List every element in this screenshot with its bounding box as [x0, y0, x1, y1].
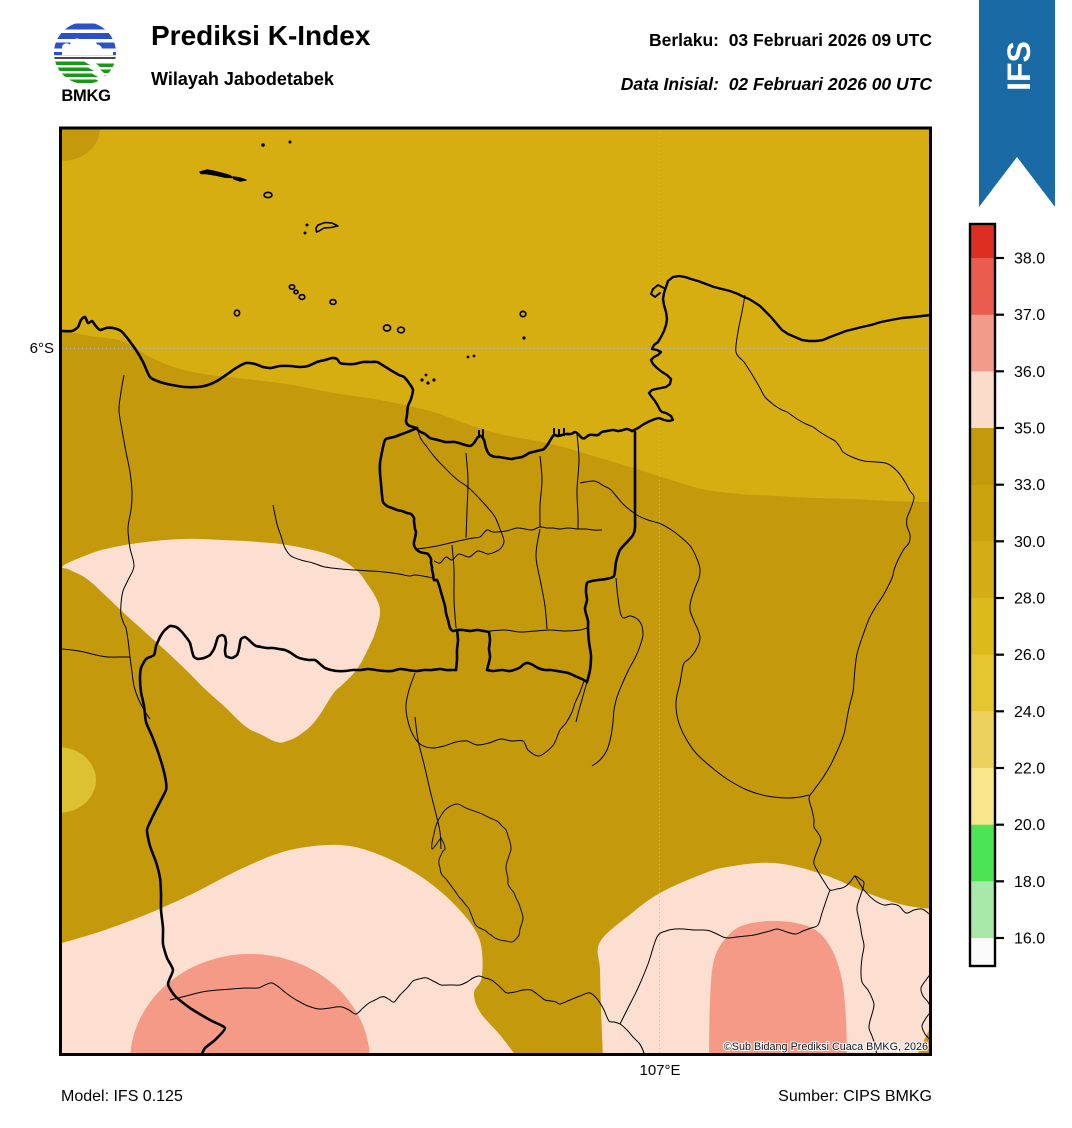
svg-text:16.0: 16.0 [1014, 931, 1045, 948]
svg-text:24.0: 24.0 [1014, 704, 1045, 721]
svg-text:30.0: 30.0 [1014, 534, 1045, 551]
svg-text:36.0: 36.0 [1014, 364, 1045, 381]
svg-text:28.0: 28.0 [1014, 591, 1045, 608]
svg-text:20.0: 20.0 [1014, 817, 1045, 834]
svg-text:35.0: 35.0 [1014, 421, 1045, 438]
svg-text:37.0: 37.0 [1014, 307, 1045, 324]
svg-text:38.0: 38.0 [1014, 251, 1045, 268]
svg-text:BMKG: BMKG [61, 87, 110, 102]
svg-text:IFS: IFS [1001, 41, 1037, 91]
svg-text:33.0: 33.0 [1014, 477, 1045, 494]
svg-text:18.0: 18.0 [1014, 874, 1045, 891]
svg-text:26.0: 26.0 [1014, 647, 1045, 664]
svg-text:22.0: 22.0 [1014, 761, 1045, 778]
svg-text:©Sub Bidang Prediksi Cuaca BMK: ©Sub Bidang Prediksi Cuaca BMKG, 2026 [724, 1041, 928, 1053]
